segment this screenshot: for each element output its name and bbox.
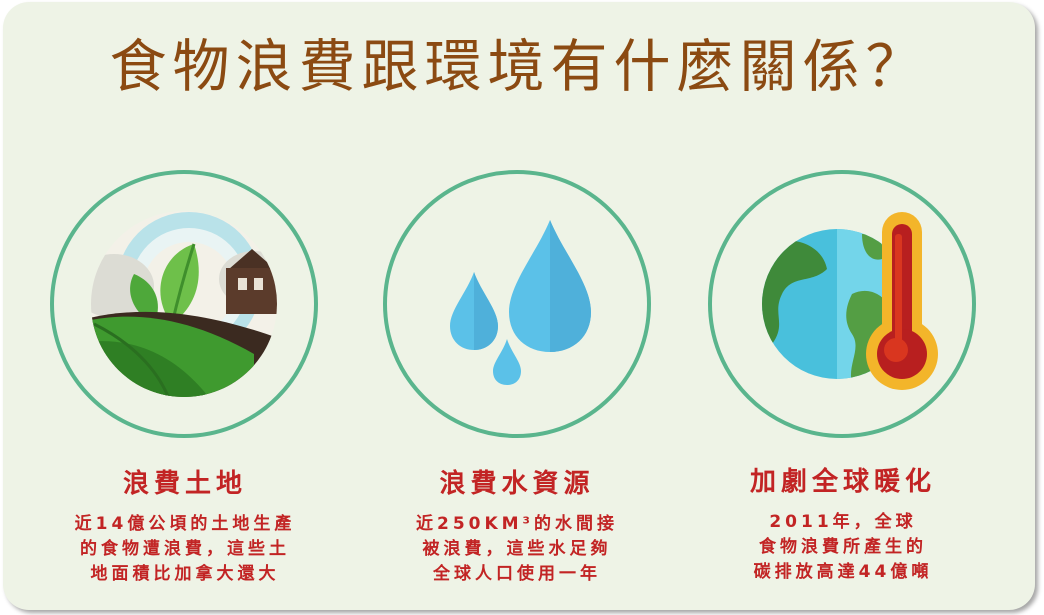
water-heading: 浪費水資源 bbox=[439, 469, 595, 499]
land-line-3: 地面積比加拿大還大 bbox=[90, 564, 280, 584]
warming-description: 2011年，全球 食物浪費所產生的 碳排放高達44億噸 bbox=[693, 510, 993, 585]
earth-thermometer-icon bbox=[762, 212, 938, 390]
water-line-2: 被浪費，這些水足夠 bbox=[422, 539, 612, 559]
water-ring bbox=[383, 170, 651, 438]
water-drops-icon bbox=[450, 220, 591, 385]
land-heading: 浪費土地 bbox=[122, 469, 247, 499]
farmland-icon bbox=[91, 211, 277, 397]
water-line-1: 近250KM³的水間接 bbox=[415, 514, 619, 534]
warming-line-2: 食物浪費所產生的 bbox=[759, 537, 927, 557]
warming-ring bbox=[708, 170, 976, 438]
page-title: 食物浪費跟環境有什麼關係？ bbox=[109, 34, 929, 100]
land-ring bbox=[50, 170, 318, 438]
land-line-1: 近14億公頃的土地生產 bbox=[74, 514, 296, 534]
warming-line-3: 碳排放高達44億噸 bbox=[753, 562, 933, 582]
water-line-3: 全球人口使用一年 bbox=[433, 564, 601, 584]
land-description: 近14億公頃的土地生產 的食物遭浪費，這些土 地面積比加拿大還大 bbox=[35, 512, 335, 587]
warming-line-1: 2011年，全球 bbox=[769, 512, 917, 532]
water-description: 近250KM³的水間接 被浪費，這些水足夠 全球人口使用一年 bbox=[367, 512, 667, 587]
warming-heading: 加劇全球暖化 bbox=[749, 467, 936, 497]
infographic-card: 食物浪費跟環境有什麼關係？ bbox=[3, 2, 1035, 610]
land-line-2: 的食物遭浪費，這些土 bbox=[80, 539, 290, 559]
